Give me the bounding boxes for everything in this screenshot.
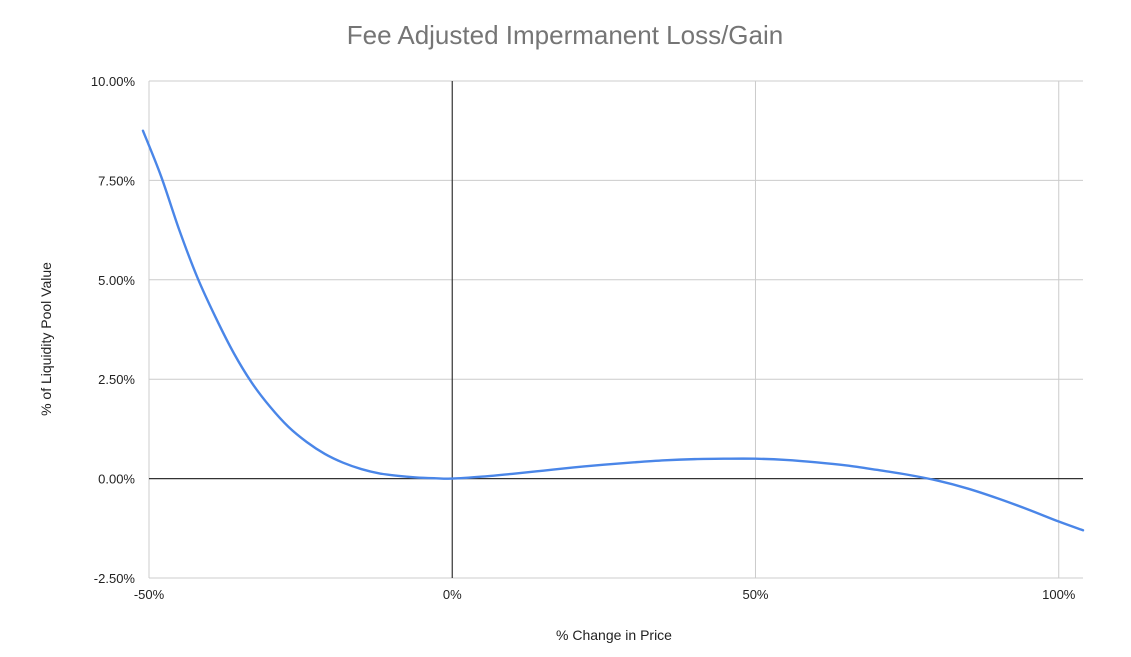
x-tick-label: 0% [443, 587, 462, 602]
y-tick-label: 0.00% [98, 472, 135, 487]
y-tick-label: 7.50% [98, 173, 135, 188]
zero-axes [149, 81, 1083, 578]
y-tick-label: 10.00% [91, 74, 136, 89]
x-tick-label: -50% [134, 587, 165, 602]
y-tick-labels: -2.50% 0.00% 2.50% 5.00% 7.50% 10.00% [91, 74, 136, 586]
gridlines [148, 80, 1083, 579]
series-group [141, 129, 1085, 532]
y-tick-label: 5.00% [98, 273, 135, 288]
x-axis-title: % Change in Price [556, 627, 672, 643]
x-tick-labels: -50% 0% 50% 100% [134, 587, 1076, 602]
x-tick-label: 100% [1042, 587, 1076, 602]
x-tick-label: 50% [742, 587, 768, 602]
series-line [141, 129, 1085, 532]
y-tick-label: 2.50% [98, 372, 135, 387]
y-axis-title: % of Liquidity Pool Value [38, 262, 54, 416]
y-tick-label: -2.50% [94, 571, 136, 586]
chart-title: Fee Adjusted Impermanent Loss/Gain [347, 20, 783, 50]
